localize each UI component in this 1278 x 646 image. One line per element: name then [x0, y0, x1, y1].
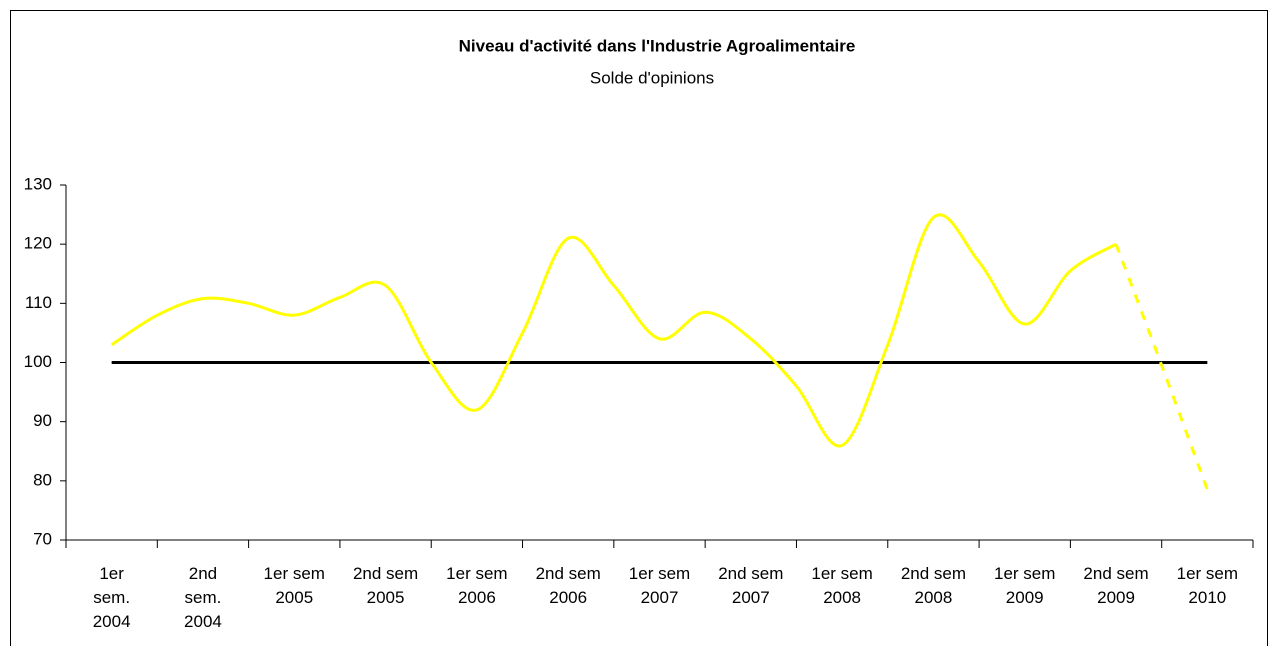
x-tick-label: 2nd sem 2009 — [1083, 564, 1149, 607]
line-series — [110, 213, 1117, 448]
x-tick-label: 2nd sem 2007 — [718, 564, 784, 607]
x-tick-label: 1er sem 2007 — [628, 564, 691, 607]
chart-frame — [10, 10, 1268, 646]
x-tick-label: 1er sem 2005 — [263, 564, 325, 607]
y-tick-label: 100 — [24, 352, 52, 371]
y-tick-label: 70 — [33, 529, 52, 548]
y-tick-label: 120 — [24, 234, 52, 253]
y-tick-label: 80 — [33, 470, 52, 489]
x-tick-label: 2nd sem 2006 — [535, 564, 601, 607]
x-tick-label: 2nd sem 2008 — [900, 564, 967, 607]
x-tick-label: 1er sem 2009 — [994, 564, 1056, 607]
chart-title: Niveau d'activité dans l'Industrie Agroa… — [459, 36, 856, 55]
y-tick-label: 110 — [25, 293, 52, 312]
y-tick-label: 90 — [33, 411, 52, 430]
x-tick-label: 2nd sem 2005 — [352, 564, 419, 607]
x-tick-label: 1er sem 2006 — [446, 564, 508, 607]
x-tick-label: 1er sem 2008 — [811, 564, 873, 607]
y-tick-label: 130 — [24, 174, 52, 193]
chart-subtitle: Solde d'opinions — [590, 68, 714, 87]
x-tick-label: 2nd sem. 2004 — [184, 564, 222, 631]
line-series — [1114, 243, 1209, 491]
x-tick-label: 1er sem 2010 — [1176, 564, 1239, 607]
x-tick-label: 1er sem. 2004 — [92, 564, 131, 631]
